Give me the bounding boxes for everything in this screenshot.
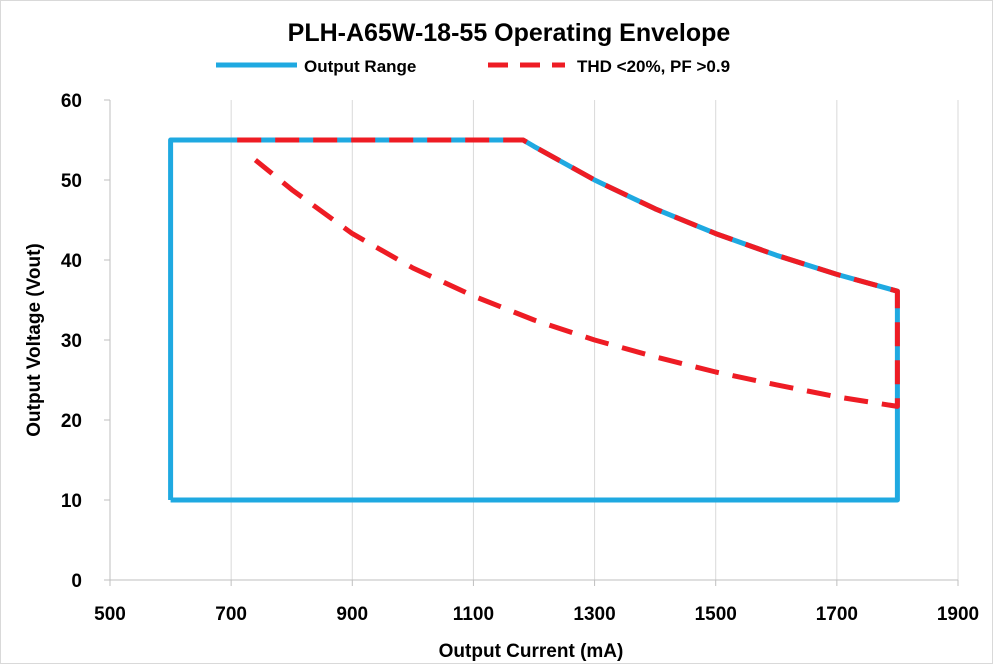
y-tick-label: 10 <box>61 491 82 512</box>
y-tick-labels: 0 10 20 30 40 50 60 <box>61 91 82 592</box>
y-tick-label: 60 <box>61 91 82 112</box>
y-tick-label: 30 <box>61 331 82 352</box>
x-tick-label: 1300 <box>573 604 615 625</box>
series-lines <box>168 137 900 503</box>
legend-label-thd: THD <20%, PF >0.9 <box>577 57 730 76</box>
x-tick-label: 900 <box>336 604 368 625</box>
x-tick-label: 700 <box>215 604 247 625</box>
series-line-thd-pf <box>237 137 900 409</box>
chart-title: PLH-A65W-18-55 Operating Envelope <box>288 19 731 47</box>
y-axis-label: Output Voltage (Vout) <box>24 243 45 436</box>
y-tick-label: 40 <box>61 251 82 272</box>
legend: Output Range THD <20%, PF >0.9 <box>216 57 730 76</box>
x-tick-label: 500 <box>94 604 126 625</box>
axes <box>104 99 959 586</box>
x-tick-label: 1700 <box>816 604 858 625</box>
x-axis-label: Output Current (mA) <box>439 641 624 662</box>
x-tick-label: 1100 <box>453 604 494 625</box>
y-tick-label: 20 <box>61 411 82 432</box>
x-tick-label: 1500 <box>695 604 737 625</box>
y-tick-label: 0 <box>71 571 82 592</box>
x-tick-labels: 500 700 900 1100 1300 1500 1700 1900 <box>94 604 979 625</box>
legend-label-output-range: Output Range <box>304 57 416 76</box>
x-tick-label: 1900 <box>937 604 979 625</box>
y-tick-label: 50 <box>61 171 82 192</box>
